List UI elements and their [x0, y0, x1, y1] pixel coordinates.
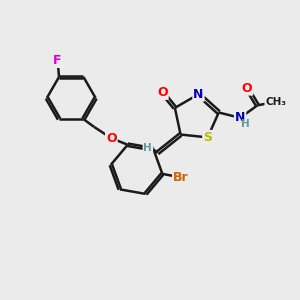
Text: H: H — [241, 119, 250, 129]
Text: N: N — [193, 88, 204, 101]
Text: F: F — [53, 54, 62, 67]
Text: O: O — [242, 82, 252, 94]
Text: H: H — [143, 142, 152, 153]
Text: CH₃: CH₃ — [265, 97, 286, 107]
Text: S: S — [203, 131, 212, 144]
Text: N: N — [235, 111, 245, 124]
Text: O: O — [157, 86, 168, 99]
Text: O: O — [106, 132, 117, 145]
Text: Br: Br — [173, 171, 189, 184]
